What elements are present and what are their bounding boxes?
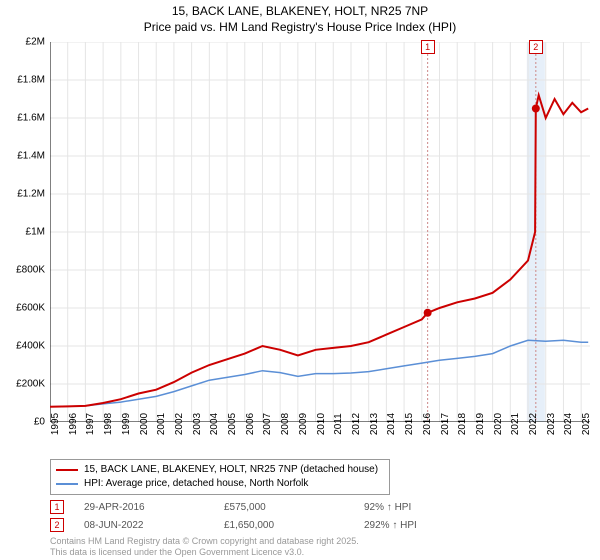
- legend: 15, BACK LANE, BLAKENEY, HOLT, NR25 7NP …: [50, 459, 390, 495]
- plot-svg: [50, 42, 590, 422]
- x-tick-label: 2002: [174, 413, 185, 435]
- y-tick-label: £600K: [16, 303, 45, 314]
- chart-area: £0£200K£400K£600K£800K£1M£1.2M£1.4M£1.6M…: [50, 42, 590, 422]
- x-tick-label: 2022: [528, 413, 539, 435]
- marker-delta-1: 92% ↑ HPI: [364, 502, 411, 513]
- y-tick-label: £0: [34, 417, 45, 428]
- x-tick-label: 2004: [209, 413, 220, 435]
- chart-marker-badge: 2: [529, 40, 543, 54]
- marker-badge-1: 1: [50, 500, 64, 514]
- x-tick-label: 1999: [121, 413, 132, 435]
- chart-marker-badge: 1: [421, 40, 435, 54]
- y-tick-label: £800K: [16, 265, 45, 276]
- legend-row-hpi: HPI: Average price, detached house, Nort…: [56, 477, 384, 491]
- x-tick-label: 2006: [245, 413, 256, 435]
- x-tick-label: 2001: [156, 413, 167, 435]
- chart-title: 15, BACK LANE, BLAKENEY, HOLT, NR25 7NP …: [0, 0, 600, 35]
- x-tick-label: 2021: [510, 413, 521, 435]
- x-tick-label: 2016: [422, 413, 433, 435]
- y-tick-label: £1.6M: [17, 113, 45, 124]
- x-tick-label: 2025: [581, 413, 592, 435]
- x-tick-label: 2007: [262, 413, 273, 435]
- markers-table: 1 29-APR-2016 £575,000 92% ↑ HPI 2 08-JU…: [50, 498, 417, 534]
- y-tick-label: £1.8M: [17, 75, 45, 86]
- chart-container: 15, BACK LANE, BLAKENEY, HOLT, NR25 7NP …: [0, 0, 600, 560]
- legend-swatch-hpi: [56, 483, 78, 485]
- y-tick-label: £200K: [16, 379, 45, 390]
- x-tick-label: 2010: [316, 413, 327, 435]
- x-tick-label: 2024: [563, 413, 574, 435]
- marker-row-1: 1 29-APR-2016 £575,000 92% ↑ HPI: [50, 498, 417, 516]
- attribution-line1: Contains HM Land Registry data © Crown c…: [50, 536, 359, 546]
- legend-label-property: 15, BACK LANE, BLAKENEY, HOLT, NR25 7NP …: [84, 463, 378, 477]
- x-tick-label: 2005: [227, 413, 238, 435]
- marker-date-2: 08-JUN-2022: [84, 520, 204, 531]
- x-tick-label: 2013: [369, 413, 380, 435]
- x-tick-label: 1998: [103, 413, 114, 435]
- x-tick-label: 2011: [333, 413, 344, 435]
- legend-swatch-property: [56, 469, 78, 471]
- x-tick-label: 2012: [351, 413, 362, 435]
- x-tick-label: 2000: [139, 413, 150, 435]
- x-tick-label: 2014: [386, 413, 397, 435]
- x-tick-label: 2009: [298, 413, 309, 435]
- x-tick-label: 1997: [85, 413, 96, 435]
- x-tick-label: 1995: [50, 413, 61, 435]
- x-tick-label: 2018: [457, 413, 468, 435]
- x-tick-label: 2020: [493, 413, 504, 435]
- x-tick-label: 2008: [280, 413, 291, 435]
- y-tick-label: £2M: [26, 37, 45, 48]
- attribution-line2: This data is licensed under the Open Gov…: [50, 547, 304, 557]
- marker-delta-2: 292% ↑ HPI: [364, 520, 417, 531]
- marker-price-2: £1,650,000: [224, 520, 344, 531]
- y-tick-label: £1.4M: [17, 151, 45, 162]
- title-line2: Price paid vs. HM Land Registry's House …: [144, 20, 456, 34]
- x-tick-label: 2015: [404, 413, 415, 435]
- marker-date-1: 29-APR-2016: [84, 502, 204, 513]
- x-tick-label: 2003: [192, 413, 203, 435]
- legend-label-hpi: HPI: Average price, detached house, Nort…: [84, 477, 308, 491]
- y-tick-label: £400K: [16, 341, 45, 352]
- x-tick-label: 1996: [68, 413, 79, 435]
- marker-row-2: 2 08-JUN-2022 £1,650,000 292% ↑ HPI: [50, 516, 417, 534]
- marker-price-1: £575,000: [224, 502, 344, 513]
- y-tick-label: £1.2M: [17, 189, 45, 200]
- x-tick-label: 2019: [475, 413, 486, 435]
- x-tick-label: 2023: [546, 413, 557, 435]
- x-tick-label: 2017: [440, 413, 451, 435]
- y-tick-label: £1M: [26, 227, 45, 238]
- attribution: Contains HM Land Registry data © Crown c…: [50, 536, 359, 558]
- title-line1: 15, BACK LANE, BLAKENEY, HOLT, NR25 7NP: [172, 4, 428, 18]
- legend-row-property: 15, BACK LANE, BLAKENEY, HOLT, NR25 7NP …: [56, 463, 384, 477]
- marker-badge-2: 2: [50, 518, 64, 532]
